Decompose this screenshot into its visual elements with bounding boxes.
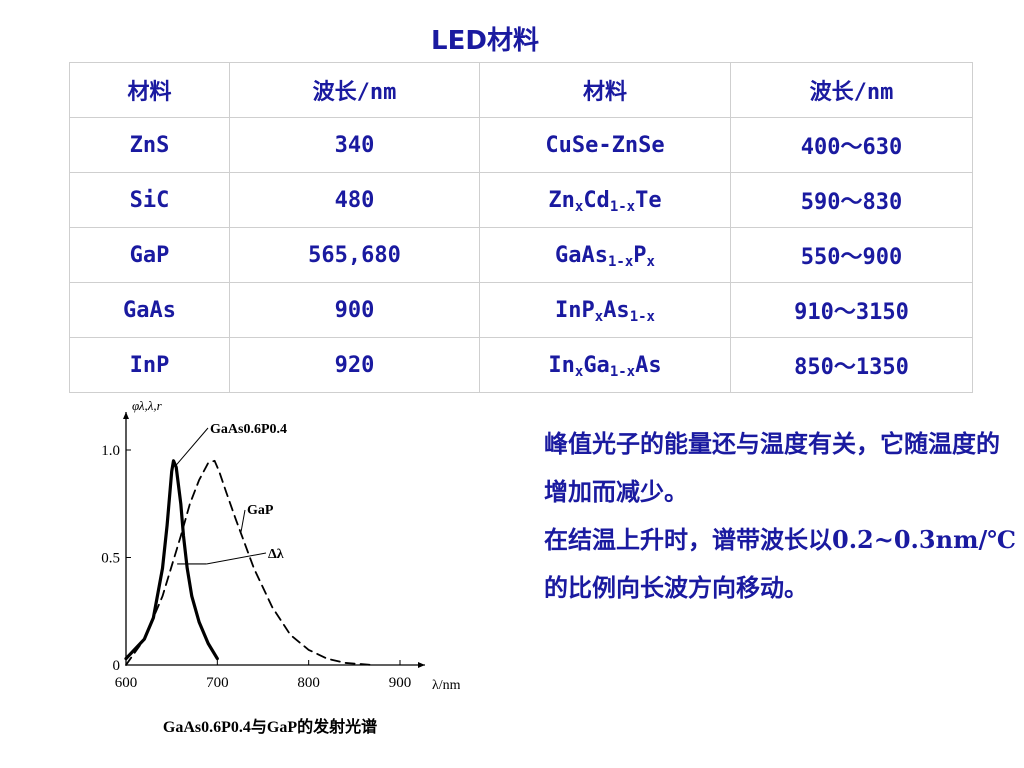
table-header-row: 材料 波长/nm 材料 波长/nm bbox=[69, 62, 973, 118]
x-tick-label: 900 bbox=[389, 675, 412, 691]
series-line-gap bbox=[125, 459, 374, 666]
header-wavelength-2: 波长/nm bbox=[730, 62, 973, 118]
wavelength-cell: 590～830 bbox=[730, 172, 973, 228]
note-paragraph-1: 峰值光子的能量还与温度有关，它随温度的增加而减少。 bbox=[544, 429, 1000, 506]
note-paragraph-2: 在结温上升时，谱带波长以0.2~0.3nm/℃的比例向长波方向移动。 bbox=[544, 525, 1016, 602]
series-line-gaasp bbox=[124, 459, 219, 661]
wavelength-cell: 400～630 bbox=[730, 117, 973, 173]
x-axis-label: λ/nm bbox=[432, 678, 460, 693]
y-axis-arrow bbox=[123, 412, 129, 419]
annotation-leader bbox=[175, 427, 209, 466]
page-title: LED材料 bbox=[431, 26, 539, 56]
table-row: ZnS 340 CuSe-ZnSe 400～630 bbox=[69, 117, 973, 173]
material-cell: GaAs1-xPx bbox=[479, 227, 731, 283]
description-text: 峰值光子的能量还与温度有关，它随温度的增加而减少。 在结温上升时，谱带波长以0.… bbox=[478, 420, 1018, 612]
table-row: InP 920 InxGa1-xAs 850～1350 bbox=[69, 337, 973, 393]
material-cell: ZnS bbox=[69, 117, 230, 173]
annotation-delta-lambda: Δλ bbox=[268, 547, 284, 562]
material-cell: InPxAs1-x bbox=[479, 282, 731, 338]
y-tick-label: 0 bbox=[113, 658, 121, 674]
material-cell: InP bbox=[69, 337, 230, 393]
material-cell: GaAs bbox=[69, 282, 230, 338]
x-axis-arrow bbox=[418, 662, 425, 668]
y-axis-label: φλ,λ,r bbox=[132, 398, 163, 413]
y-tick-label: 1.0 bbox=[101, 443, 120, 459]
table-row: GaAs 900 InPxAs1-x 910～3150 bbox=[69, 282, 973, 338]
wavelength-cell: 910～3150 bbox=[730, 282, 973, 338]
table-row: SiC 480 ZnxCd1-xTe 590～830 bbox=[69, 172, 973, 228]
header-wavelength-1: 波长/nm bbox=[229, 62, 480, 118]
material-cell: GaP bbox=[69, 227, 230, 283]
header-material-1: 材料 bbox=[69, 62, 230, 118]
wavelength-cell: 340 bbox=[229, 117, 480, 173]
led-materials-table: 材料 波长/nm 材料 波长/nm ZnS 340 CuSe-ZnSe 400～630… bbox=[69, 62, 973, 393]
material-cell: CuSe-ZnSe bbox=[479, 117, 731, 173]
figure-caption: GaAs0.6P0.4与GaP的发射光谱 bbox=[163, 717, 377, 736]
material-cell: InxGa1-xAs bbox=[479, 337, 731, 393]
wavelength-cell: 900 bbox=[229, 282, 480, 338]
x-tick-label: 600 bbox=[115, 675, 138, 691]
header-material-2: 材料 bbox=[479, 62, 731, 118]
x-tick-label: 800 bbox=[297, 675, 320, 691]
annotation-gaasp: GaAs0.6P0.4 bbox=[210, 422, 287, 437]
annotation-gap: GaP bbox=[247, 503, 274, 518]
emission-spectrum-figure: 600 700 800 900 0 0.5 1.0 φλ,λ,r λ/nm GaAs0.6P0.4… bbox=[80, 398, 460, 758]
x-tick-label: 700 bbox=[206, 675, 229, 691]
wavelength-cell: 565,680 bbox=[229, 227, 480, 283]
wavelength-cell: 850～1350 bbox=[730, 337, 973, 393]
y-tick-label: 0.5 bbox=[101, 551, 120, 567]
emission-spectrum-chart: 600 700 800 900 0 0.5 1.0 φλ,λ,r λ/nm GaAs0.6P0.4… bbox=[101, 398, 460, 736]
table-row: GaP 565,680 GaAs1-xPx 550～900 bbox=[69, 227, 973, 283]
wavelength-cell: 480 bbox=[229, 172, 480, 228]
material-cell: SiC bbox=[69, 172, 230, 228]
material-cell: ZnxCd1-xTe bbox=[479, 172, 731, 228]
wavelength-cell: 920 bbox=[229, 337, 480, 393]
annotation-leader bbox=[206, 552, 267, 565]
annotation-leader bbox=[240, 509, 246, 532]
wavelength-cell: 550～900 bbox=[730, 227, 973, 283]
